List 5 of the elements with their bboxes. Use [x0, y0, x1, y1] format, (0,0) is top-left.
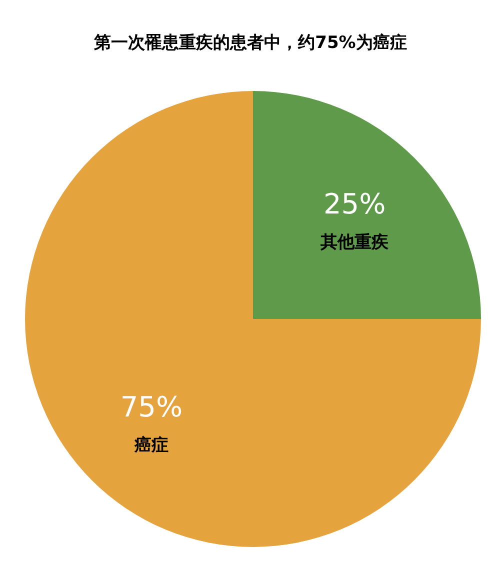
- data-label: 75%: [120, 390, 183, 424]
- data-label: 25%: [323, 187, 386, 220]
- slice-label: 癌症: [133, 436, 168, 456]
- slice-label: 其他重疾: [320, 232, 390, 252]
- chart-title: 第一次罹患重疾的患者中，约75%为癌症: [93, 33, 407, 53]
